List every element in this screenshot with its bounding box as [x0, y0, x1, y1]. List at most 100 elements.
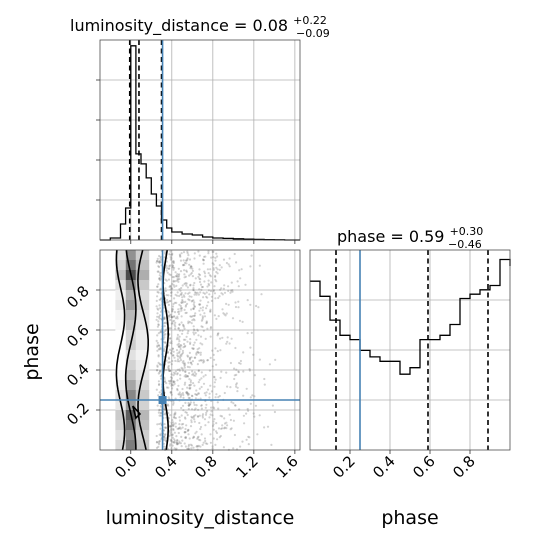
scatter-point: [192, 303, 195, 306]
scatter-point: [156, 344, 159, 347]
scatter-point: [234, 301, 237, 304]
scatter-point: [165, 359, 168, 362]
scatter-point: [176, 372, 179, 375]
scatter-point: [156, 257, 159, 260]
scatter-point: [171, 444, 174, 447]
scatter-point: [187, 443, 191, 446]
scatter-point: [202, 291, 205, 294]
scatter-point: [157, 445, 160, 448]
scatter-point: [234, 404, 237, 407]
scatter-point: [192, 325, 195, 328]
scatter-point: [246, 407, 249, 411]
scatter-point: [238, 408, 241, 411]
x-axis-label-phase: phase: [381, 507, 438, 529]
scatter-point: [194, 277, 197, 280]
scatter-point: [159, 347, 162, 350]
scatter-point: [188, 291, 191, 294]
scatter-point: [167, 367, 170, 370]
scatter-point: [171, 264, 174, 267]
scatter-point: [200, 325, 203, 328]
scatter-point: [164, 341, 167, 344]
scatter-point: [174, 293, 177, 296]
scatter-point: [227, 289, 230, 292]
scatter-point: [177, 355, 180, 358]
scatter-point: [169, 255, 172, 259]
density-cell: [125, 390, 136, 401]
scatter-point: [231, 289, 234, 292]
scatter-point: [177, 275, 180, 278]
scatter-point: [209, 268, 212, 271]
scatter-point: [194, 374, 197, 377]
scatter-point: [178, 355, 181, 358]
density-cell: [135, 380, 150, 391]
phase-xtick-label: 0.8: [449, 452, 479, 482]
scatter-point: [190, 315, 193, 318]
scatter-point: [170, 447, 173, 450]
scatter-point: [166, 351, 170, 354]
scatter-point: [187, 447, 190, 450]
scatter-point: [218, 264, 221, 267]
scatter-point: [169, 337, 172, 340]
scatter-point: [199, 342, 202, 345]
density-cell: [125, 350, 136, 361]
scatter-point: [175, 443, 178, 446]
scatter-point: [170, 316, 173, 319]
scatter-point: [157, 291, 160, 294]
scatter-point: [163, 349, 166, 352]
scatter-point: [189, 341, 192, 344]
scatter-point: [200, 285, 204, 289]
density-cell: [115, 440, 126, 451]
scatter-point: [173, 431, 176, 434]
scatter-point: [212, 289, 216, 292]
scatter-point: [177, 280, 180, 283]
scatter-point: [188, 274, 191, 277]
scatter-point: [172, 403, 175, 406]
scatter-point: [169, 318, 172, 322]
scatter-point: [157, 323, 160, 326]
scatter-point: [203, 280, 206, 283]
scatter-point: [228, 413, 231, 416]
scatter-point: [208, 369, 211, 372]
scatter-point: [196, 291, 199, 294]
scatter-point: [192, 284, 195, 287]
scatter-point: [197, 273, 201, 276]
scatter-point: [190, 363, 193, 366]
scatter-point: [178, 423, 181, 426]
scatter-point: [202, 259, 205, 262]
scatter-point: [199, 307, 202, 310]
scatter-point: [200, 407, 203, 410]
density-cell: [125, 250, 136, 261]
scatter-point: [186, 332, 189, 335]
scatter-point: [186, 374, 189, 378]
scatter-point: [185, 391, 189, 394]
scatter-point: [177, 345, 180, 348]
scatter-point: [197, 392, 200, 395]
scatter-point: [215, 431, 219, 435]
scatter-point: [193, 333, 196, 336]
scatter-point: [190, 421, 193, 424]
scatter-point: [160, 329, 163, 332]
scatter-point: [157, 394, 160, 397]
scatter-point: [178, 419, 181, 422]
scatter-point: [210, 390, 213, 393]
density-cell: [135, 410, 150, 421]
scatter-point: [191, 373, 194, 376]
scatter-point: [163, 341, 167, 344]
scatter-point: [197, 334, 200, 337]
scatter-point: [208, 392, 211, 395]
scatter-point: [230, 427, 233, 430]
phase-panel-frame: [309, 249, 511, 451]
scatter-point: [194, 414, 197, 417]
scatter-point: [204, 394, 207, 397]
scatter-point: [176, 333, 179, 336]
scatter-point: [229, 386, 232, 389]
scatter-point: [176, 427, 179, 430]
scatter-point: [163, 336, 166, 339]
scatter-point: [184, 275, 187, 278]
scatter-point: [171, 308, 174, 311]
scatter-point: [165, 260, 168, 263]
scatter-point: [167, 278, 171, 281]
scatter-point: [242, 351, 245, 354]
scatter-point: [189, 403, 192, 406]
scatter-point: [158, 317, 161, 320]
